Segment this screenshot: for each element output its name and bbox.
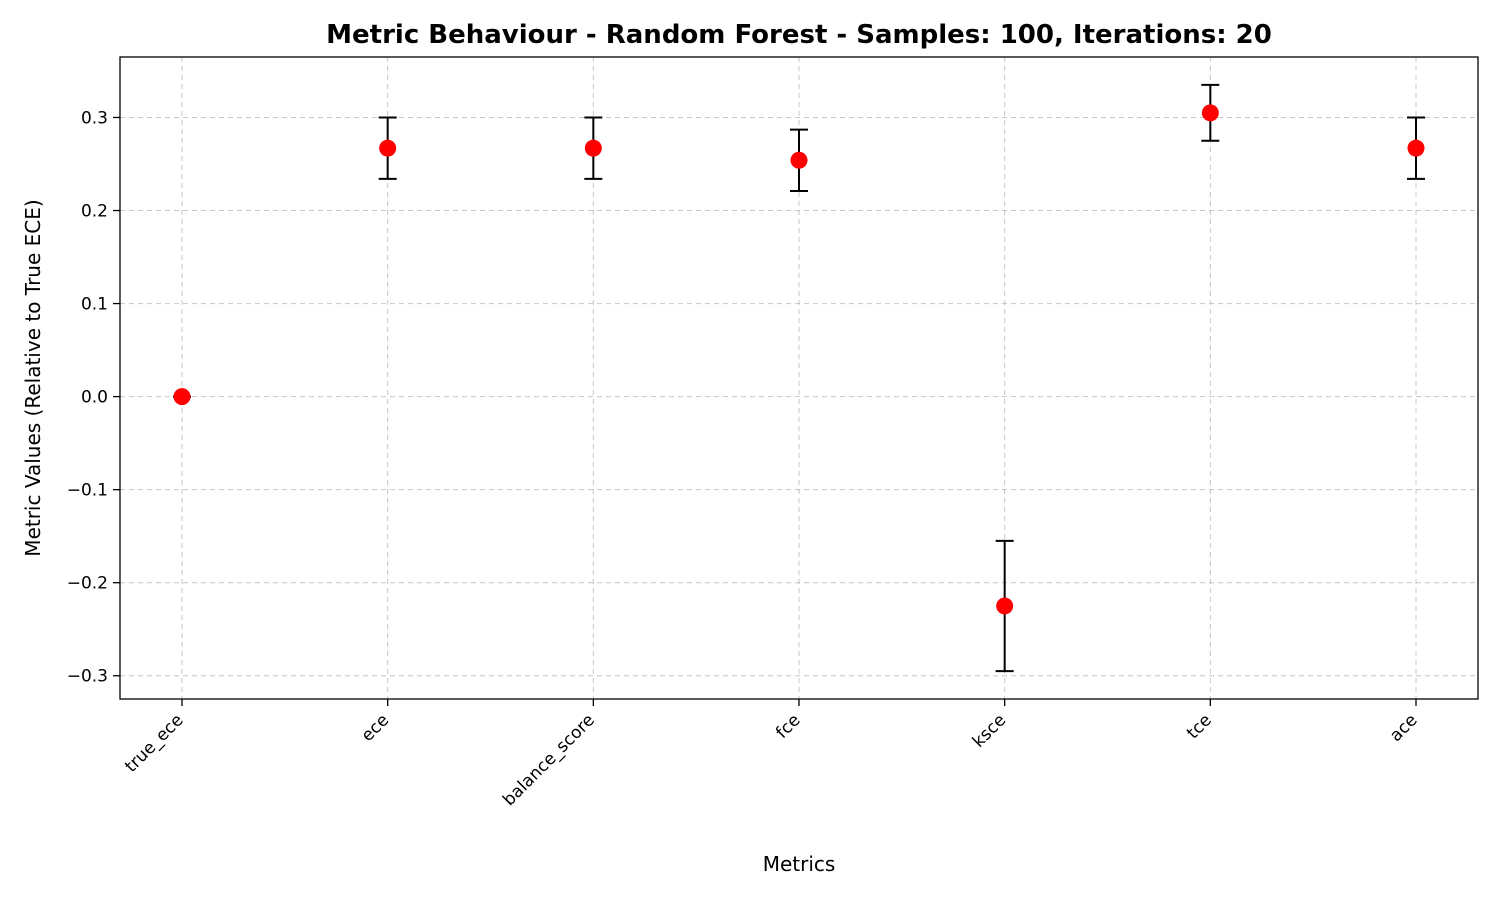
y-tick-label: −0.2 bbox=[67, 574, 108, 594]
x-tick-label: ace bbox=[1386, 710, 1422, 746]
data-point-group bbox=[790, 128, 808, 192]
y-axis-label: Metric Values (Relative to True ECE) bbox=[21, 199, 45, 556]
y-tick-label: 0.3 bbox=[81, 108, 108, 128]
data-point bbox=[379, 139, 397, 157]
tick-layer: −0.3 −0.2 −0.1 0.0 0.1 0.2 0.3 true_ece ece balan… bbox=[67, 108, 1422, 810]
y-tick-label: 0.1 bbox=[81, 295, 108, 315]
chart-title: Metric Behaviour - Random Forest - Sampl… bbox=[326, 20, 1272, 50]
data-point-group bbox=[1407, 116, 1425, 180]
mark-layer bbox=[173, 83, 1425, 673]
data-point-group bbox=[378, 116, 397, 180]
y-tick-label: 0.2 bbox=[81, 202, 108, 222]
data-point bbox=[1201, 104, 1219, 122]
data-point-group bbox=[1201, 83, 1220, 142]
x-tick-label: fce bbox=[772, 710, 804, 742]
data-point-group bbox=[584, 116, 603, 180]
y-tick-label: −0.3 bbox=[67, 667, 108, 687]
x-tick-label: ece bbox=[358, 710, 394, 746]
x-tick-label: true_ece bbox=[121, 710, 187, 776]
data-point-group bbox=[173, 388, 191, 406]
x-tick-label: balance_score bbox=[499, 710, 599, 810]
x-tick-label: ksce bbox=[969, 710, 1010, 751]
y-tick-label: 0.0 bbox=[81, 388, 108, 408]
data-point bbox=[1407, 139, 1425, 157]
data-point-group bbox=[995, 539, 1014, 673]
data-point bbox=[584, 139, 602, 157]
x-tick-label: tce bbox=[1183, 710, 1216, 743]
data-point bbox=[790, 151, 808, 169]
y-tick-label: −0.1 bbox=[67, 481, 108, 501]
data-point bbox=[996, 597, 1014, 615]
data-point bbox=[173, 388, 191, 406]
x-axis-label: Metrics bbox=[763, 852, 836, 876]
